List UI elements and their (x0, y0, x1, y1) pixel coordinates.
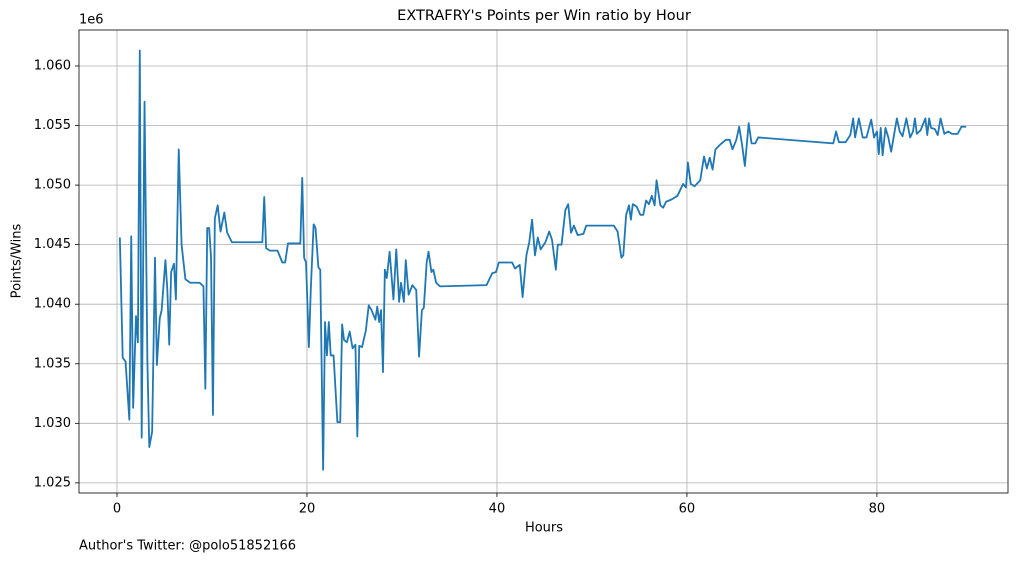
chart-title: EXTRAFRY's Points per Win ratio by Hour (397, 8, 691, 24)
data-line (118, 49, 967, 471)
footer: Author's Twitter: @polo51852166 (79, 539, 296, 554)
y-tick-label: 1.030 (34, 416, 71, 431)
y-tick-label: 1.055 (34, 118, 71, 133)
x-tick-label: 60 (679, 502, 696, 517)
y-offset-label: 1e6 (79, 13, 104, 28)
y-tick-label: 1.050 (34, 178, 71, 193)
x-tick-label: 0 (113, 502, 121, 517)
x-tick-label: 40 (489, 502, 506, 517)
x-axis-label: Hours (525, 521, 563, 536)
y-tick-label: 1.060 (34, 58, 71, 73)
y-axis-label: Points/Wins (10, 223, 25, 298)
y-tick-label: 1.045 (34, 237, 71, 252)
x-tick-label: 20 (299, 502, 316, 517)
y-tick-label: 1.025 (34, 475, 71, 490)
y-tick-label: 1.040 (34, 297, 71, 312)
y-tick-label: 1.035 (34, 356, 71, 371)
x-tick-label: 80 (869, 502, 886, 517)
plot-frame (78, 29, 1009, 494)
